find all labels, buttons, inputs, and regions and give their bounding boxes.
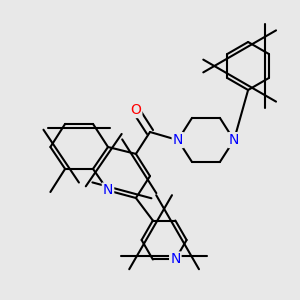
Text: N: N	[173, 133, 183, 147]
Text: N: N	[103, 184, 113, 197]
Text: O: O	[130, 103, 141, 117]
Text: N: N	[229, 133, 239, 147]
Text: N: N	[170, 253, 181, 266]
